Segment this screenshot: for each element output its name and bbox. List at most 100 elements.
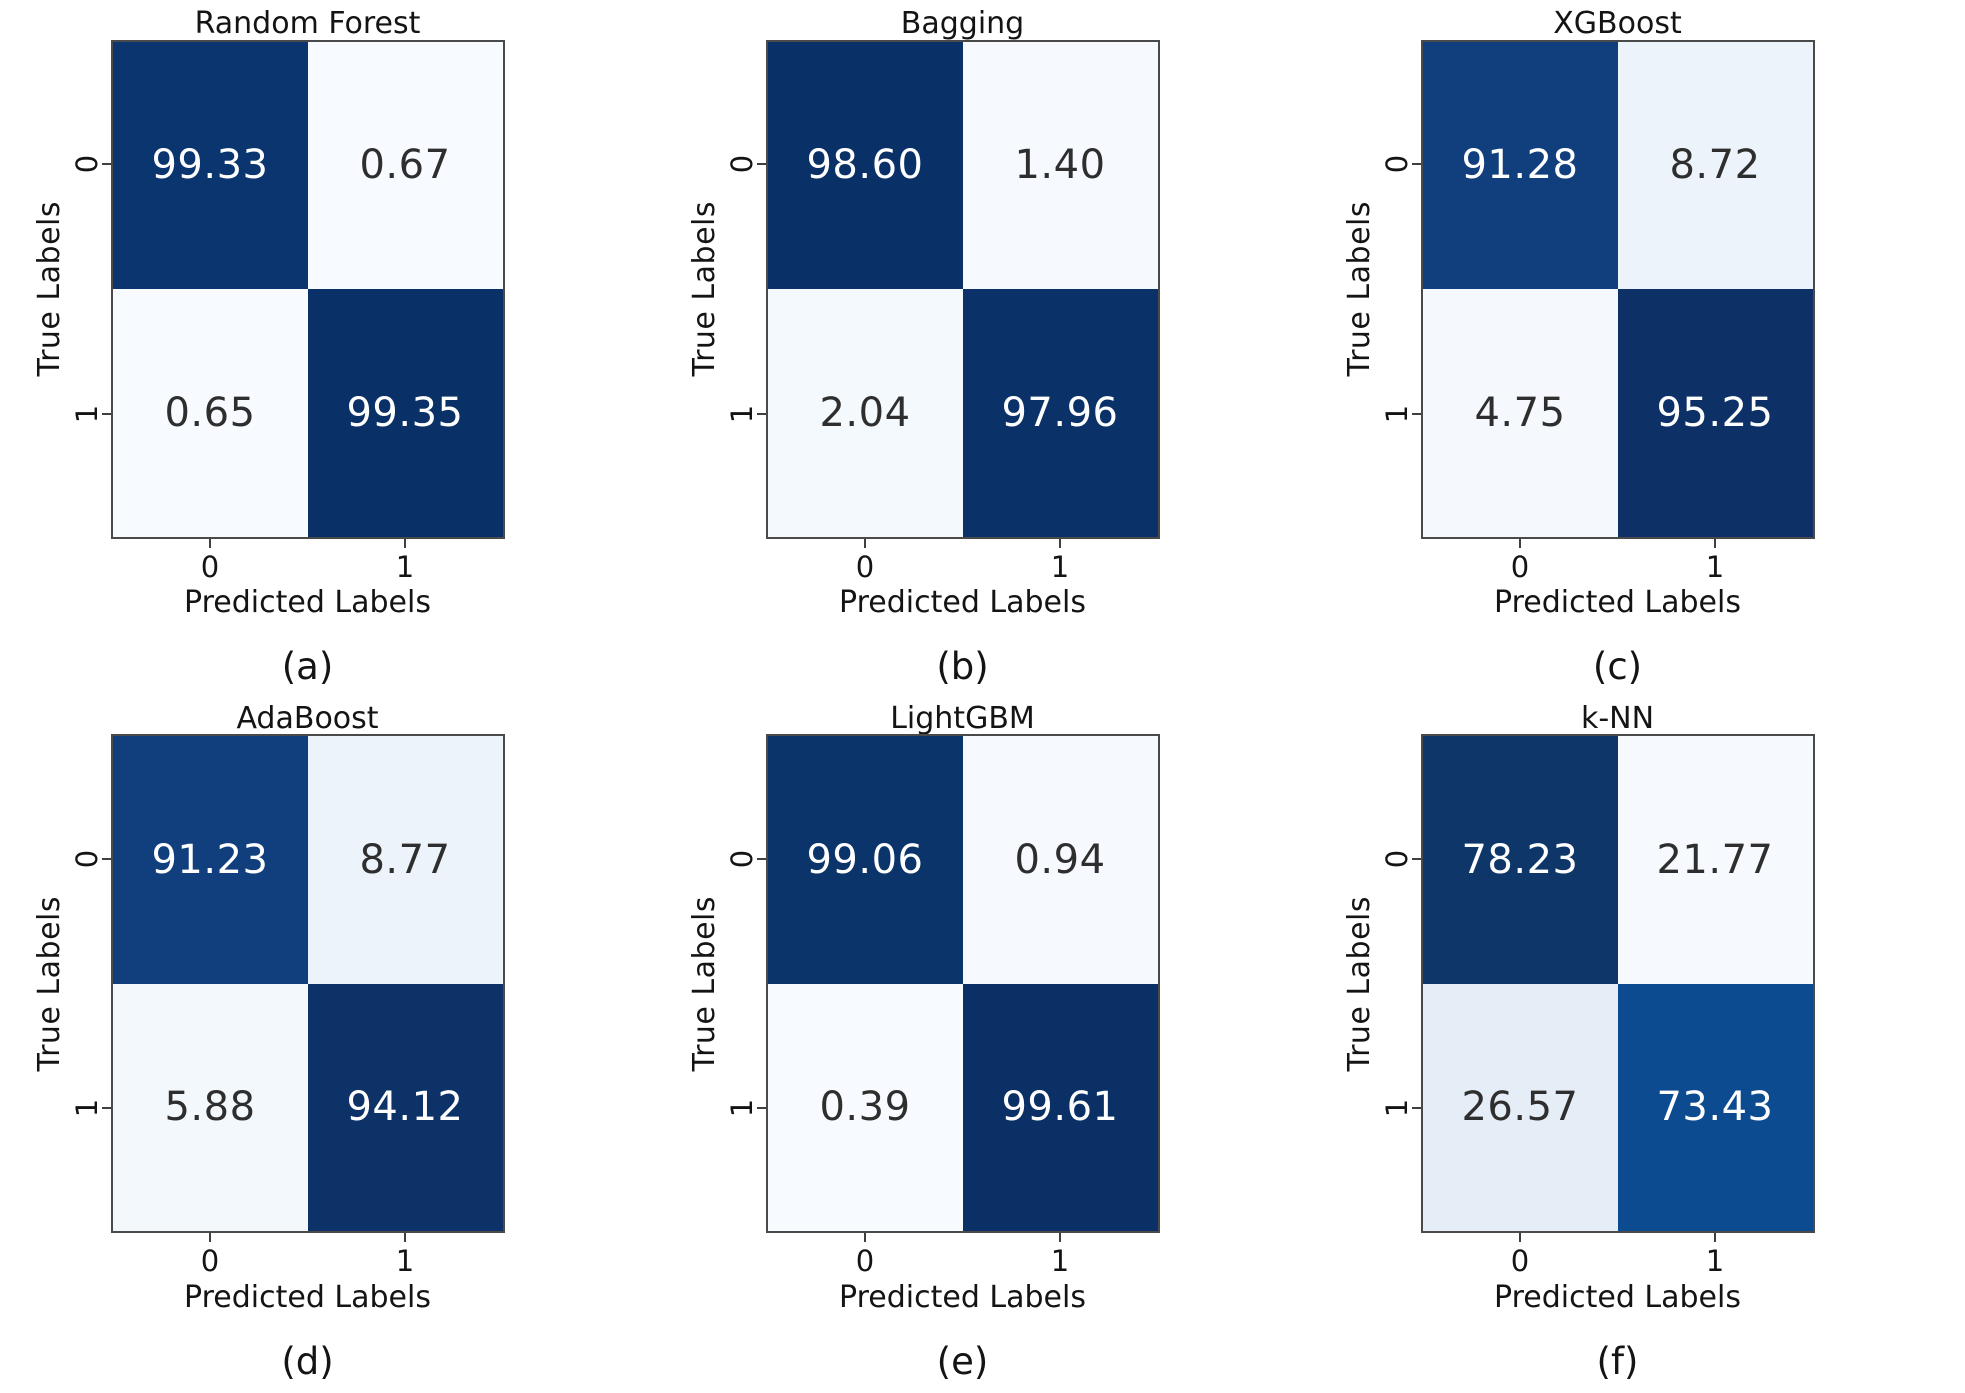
y-tick-1: 1 (1379, 289, 1421, 539)
heatmap-matrix: 78.23 21.77 26.57 73.43 (1420, 734, 1815, 1233)
y-axis-label-container: True Labels (1341, 734, 1379, 1233)
y-tick-1: 1 (1379, 984, 1421, 1234)
y-tick-1: 1 (724, 289, 766, 539)
x-tick-mark (1714, 1233, 1716, 1242)
plot-area: True Labels 0 1 91.28 8.72 4.75 95.25 (1341, 39, 1815, 539)
x-tick-label-1: 1 (395, 549, 415, 584)
y-tick-0: 0 (724, 734, 766, 984)
cell-true0-pred1: 21.77 (1617, 736, 1813, 984)
y-tick-mark (101, 1107, 111, 1110)
y-tick-mark (756, 857, 766, 860)
panel-caption: (c) (1592, 645, 1643, 688)
y-axis-label: True Labels (1342, 895, 1377, 1072)
cell-true0-pred0: 91.28 (1422, 41, 1618, 290)
panel-caption: (b) (936, 645, 989, 688)
cell-true0-pred0: 99.06 (767, 736, 963, 984)
panel-lightgbm: LightGBM True Labels 0 1 99.06 0.94 0.39… (655, 696, 1310, 1393)
x-axis-ticks: 0 1 (768, 538, 1158, 584)
x-axis-ticks: 0 1 (1423, 1233, 1813, 1279)
x-tick-1: 1 (963, 538, 1158, 584)
x-axis-label: Predicted Labels (1494, 585, 1741, 620)
x-tick-label-0: 0 (200, 549, 220, 584)
panel-caption: (e) (936, 1340, 989, 1383)
heatmap-matrix: 91.23 8.77 5.88 94.12 (110, 734, 505, 1233)
y-axis-label: True Labels (687, 201, 722, 377)
panel-caption: (d) (281, 1340, 334, 1383)
cell-true1-pred1: 73.43 (1617, 983, 1813, 1231)
cell-true0-pred0: 98.60 (767, 41, 963, 290)
panel-xgboost: XGBoost True Labels 0 1 91.28 8.72 4.75 … (1310, 0, 1965, 696)
cell-true0-pred0: 91.23 (112, 736, 308, 984)
x-tick-0: 0 (1423, 1233, 1618, 1279)
x-tick-1: 1 (963, 1233, 1158, 1279)
y-tick-mark (1411, 1107, 1421, 1110)
x-tick-label-1: 1 (1050, 549, 1070, 584)
x-tick-mark (1714, 538, 1716, 548)
panel-bagging: Bagging True Labels 0 1 98.60 1.40 2.04 … (655, 0, 1310, 696)
plot-area: True Labels 0 1 91.23 8.77 5.88 94.12 (31, 734, 505, 1233)
y-axis-ticks: 0 1 (69, 734, 111, 1233)
y-tick-0: 0 (724, 40, 766, 290)
x-tick-label-0: 0 (1510, 549, 1530, 584)
x-tick-mark (1059, 538, 1061, 548)
panel-title: XGBoost (1553, 6, 1682, 42)
cell-true0-pred1: 8.77 (307, 736, 503, 984)
cell-true1-pred1: 95.25 (1617, 289, 1813, 537)
panel-knn: k-NN True Labels 0 1 78.23 21.77 26.57 7… (1310, 696, 1965, 1393)
y-axis-label-container: True Labels (31, 40, 69, 539)
y-tick-mark (101, 163, 111, 166)
y-tick-0: 0 (1379, 734, 1421, 984)
x-tick-mark (404, 1233, 406, 1242)
y-tick-label-1: 1 (1380, 1099, 1415, 1118)
panel-random-forest: Random Forest True Labels 0 1 99.33 0.67… (0, 0, 655, 696)
x-tick-mark (209, 1233, 211, 1242)
x-axis-ticks: 0 1 (1423, 538, 1813, 584)
x-tick-label-0: 0 (1510, 1244, 1530, 1278)
x-axis-label: Predicted Labels (839, 585, 1086, 620)
cell-true0-pred0: 99.33 (112, 41, 308, 290)
cell-true0-pred1: 8.72 (1617, 41, 1813, 290)
x-axis-ticks: 0 1 (768, 1233, 1158, 1279)
y-axis-ticks: 0 1 (69, 40, 111, 539)
y-tick-1: 1 (724, 984, 766, 1234)
x-tick-0: 0 (1423, 538, 1618, 584)
panel-caption: (f) (1596, 1340, 1639, 1383)
cell-true1-pred0: 4.75 (1422, 289, 1618, 537)
y-axis-label-container: True Labels (1341, 40, 1379, 539)
x-tick-label-1: 1 (395, 1244, 415, 1278)
y-axis-label-container: True Labels (31, 734, 69, 1233)
y-tick-label-0: 0 (70, 849, 105, 868)
panel-title: LightGBM (890, 700, 1035, 736)
panel-adaboost: AdaBoost True Labels 0 1 91.23 8.77 5.88… (0, 696, 655, 1393)
panel-title: k-NN (1580, 700, 1655, 736)
y-axis-ticks: 0 1 (724, 734, 766, 1233)
x-tick-1: 1 (1618, 538, 1813, 584)
y-tick-label-1: 1 (70, 1099, 105, 1118)
x-axis-label: Predicted Labels (184, 585, 431, 620)
cell-true1-pred0: 2.04 (767, 289, 963, 537)
y-axis-ticks: 0 1 (1379, 734, 1421, 1233)
cell-true1-pred1: 97.96 (962, 289, 1158, 537)
cell-true1-pred1: 99.61 (962, 983, 1158, 1231)
plot-area: True Labels 0 1 98.60 1.40 2.04 97.96 (686, 39, 1160, 539)
heatmap-matrix: 99.06 0.94 0.39 99.61 (765, 734, 1160, 1233)
x-tick-mark (1059, 1233, 1061, 1242)
x-tick-mark (404, 538, 406, 548)
y-tick-label-0: 0 (725, 155, 760, 174)
x-axis-ticks: 0 1 (113, 1233, 503, 1279)
y-tick-label-1: 1 (70, 404, 105, 424)
x-tick-label-1: 1 (1705, 1244, 1725, 1278)
y-axis-label: True Labels (32, 201, 67, 377)
y-tick-mark (756, 163, 766, 166)
cell-true0-pred0: 78.23 (1422, 736, 1618, 984)
heatmap-matrix: 98.60 1.40 2.04 97.96 (765, 39, 1160, 539)
y-axis-ticks: 0 1 (724, 40, 766, 539)
x-axis-ticks: 0 1 (113, 538, 503, 584)
panel-caption: (a) (281, 645, 334, 688)
x-tick-1: 1 (308, 1233, 503, 1279)
cell-true1-pred0: 26.57 (1422, 983, 1618, 1231)
x-tick-0: 0 (768, 538, 963, 584)
y-tick-label-0: 0 (1380, 849, 1415, 868)
cell-true0-pred1: 0.94 (962, 736, 1158, 984)
cell-true1-pred0: 5.88 (112, 983, 308, 1231)
